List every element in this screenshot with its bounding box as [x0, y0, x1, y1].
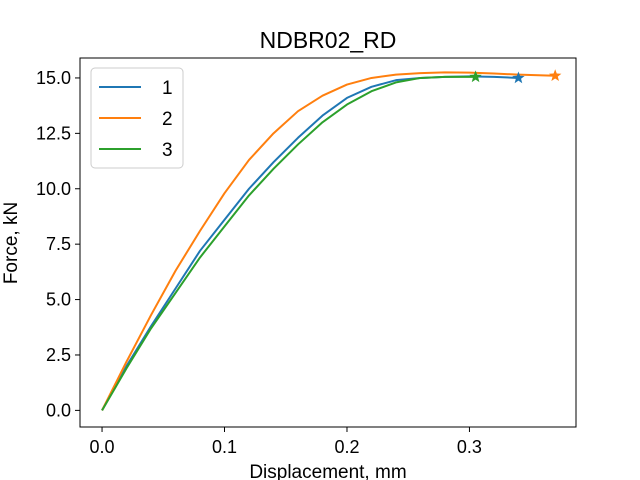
y-tick-label: 2.5	[46, 345, 71, 365]
y-tick-label: 5.0	[46, 290, 71, 310]
y-tick-label: 12.5	[36, 123, 71, 143]
x-tick-label: 0.3	[457, 437, 482, 457]
x-tick-label: 0.1	[212, 437, 237, 457]
y-tick-label: 10.0	[36, 179, 71, 199]
series-end-marker-2	[549, 69, 562, 81]
series-end-marker-1	[512, 71, 525, 84]
legend-label-3: 3	[162, 140, 173, 161]
x-tick-label: 0.0	[90, 437, 115, 457]
y-tick-label: 0.0	[46, 400, 71, 420]
y-tick-label: 15.0	[36, 68, 71, 88]
series-line-2	[101, 71, 556, 411]
chart-title: NDBR02_RD	[260, 27, 397, 53]
legend: 1 2 3	[90, 67, 184, 169]
plot-frame	[79, 57, 577, 428]
x-axis-label: Displacement, mm	[249, 462, 406, 480]
series-end-marker-3	[469, 70, 482, 83]
y-axis-label: Force, kN	[1, 202, 22, 284]
series-line-3	[101, 75, 476, 411]
legend-label-2: 2	[162, 109, 173, 130]
y-tick-label: 7.5	[46, 234, 71, 254]
legend-label-1: 1	[162, 78, 173, 99]
x-tick-label: 0.2	[334, 437, 359, 457]
